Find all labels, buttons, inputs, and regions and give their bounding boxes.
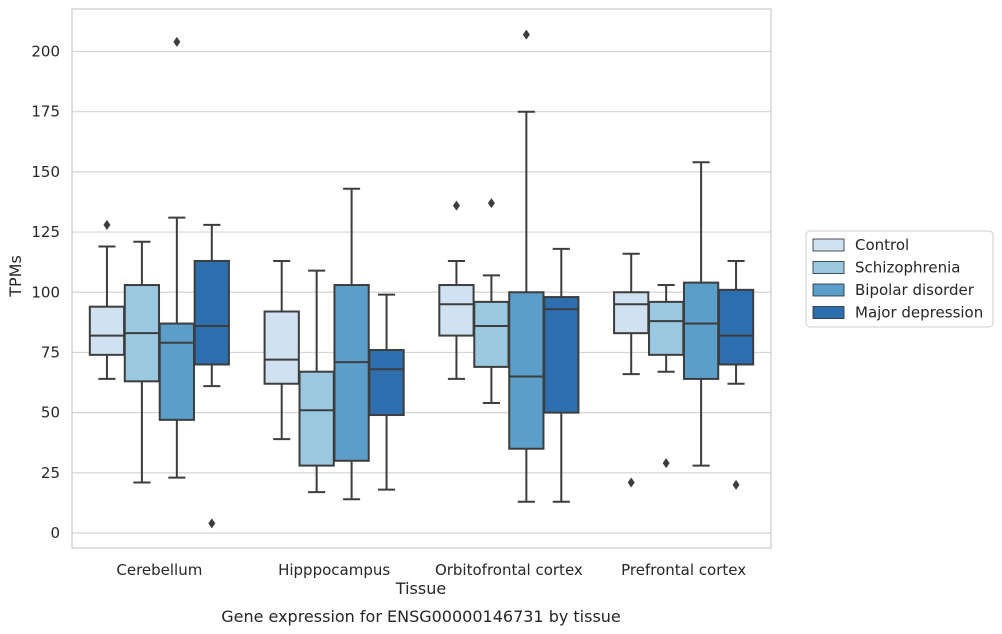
y-tick-label: 125 bbox=[31, 223, 60, 241]
y-tick-label: 150 bbox=[31, 163, 60, 181]
x-tick-label: Orbitofrontal cortex bbox=[435, 561, 583, 579]
iqr-box bbox=[263, 310, 300, 385]
outlier-point bbox=[103, 219, 111, 230]
legend-frame bbox=[805, 230, 994, 328]
outlier-point bbox=[627, 477, 635, 488]
y-tick-label: 100 bbox=[31, 283, 60, 301]
x-tick-label: Prefrontal cortex bbox=[621, 561, 746, 579]
box-schizophrenia bbox=[298, 269, 335, 494]
y-tick-label: 75 bbox=[41, 343, 60, 361]
box-control bbox=[88, 219, 126, 380]
iqr-box bbox=[298, 370, 335, 467]
y-tick-labels: 0 25 50 75 100 125 150 175 200 bbox=[31, 43, 60, 543]
iqr-box bbox=[158, 322, 195, 421]
iqr-box bbox=[473, 300, 510, 368]
box-schizophrenia bbox=[123, 240, 161, 484]
legend: Control Schizophrenia Bipolar disorder Majo… bbox=[805, 230, 994, 328]
legend-label: Control bbox=[855, 236, 909, 254]
outlier-point bbox=[173, 36, 181, 47]
x-tick-labels: Cerebellum Hipppocampus Orbitofrontal cort… bbox=[116, 561, 746, 579]
x-tick-label: Hipppocampus bbox=[278, 561, 390, 579]
boxes bbox=[88, 29, 755, 529]
iqr-box bbox=[438, 284, 475, 337]
x-tick-label: Cerebellum bbox=[116, 561, 202, 579]
y-tick-label: 0 bbox=[50, 524, 60, 542]
iqr-box bbox=[368, 349, 405, 417]
box-major-depression bbox=[717, 259, 755, 490]
box-major-depression bbox=[193, 223, 230, 529]
chart-caption: Gene expression for ENSG00000146731 by t… bbox=[221, 607, 621, 626]
y-axis-label: TPMs bbox=[6, 255, 25, 298]
legend-swatch bbox=[812, 238, 845, 252]
box-control bbox=[263, 259, 300, 441]
iqr-box bbox=[717, 288, 755, 366]
y-tick-label: 50 bbox=[41, 404, 60, 422]
box-control bbox=[438, 200, 475, 380]
legend-label: Major depression bbox=[855, 304, 983, 322]
box-major-depression bbox=[368, 293, 405, 491]
outlier-point bbox=[208, 518, 216, 529]
box-control bbox=[613, 252, 650, 488]
legend-swatch bbox=[812, 306, 845, 319]
box-bipolar-disorder bbox=[158, 36, 195, 479]
y-tick-label: 200 bbox=[31, 43, 60, 61]
legend-swatch bbox=[812, 283, 845, 297]
iqr-box bbox=[508, 291, 545, 450]
outlier-point bbox=[662, 458, 670, 469]
outlier-point bbox=[487, 198, 495, 209]
iqr-box bbox=[333, 284, 370, 462]
y-tick-label: 175 bbox=[31, 103, 60, 121]
box-schizophrenia bbox=[473, 198, 510, 404]
box-bipolar-disorder bbox=[682, 161, 720, 467]
iqr-box bbox=[543, 296, 580, 414]
box-schizophrenia bbox=[648, 284, 685, 469]
iqr-box bbox=[682, 281, 720, 380]
plot-frame bbox=[71, 8, 772, 549]
iqr-box bbox=[193, 259, 230, 366]
x-axis-label: Tissue bbox=[395, 579, 446, 598]
outlier-point bbox=[732, 479, 740, 490]
iqr-box bbox=[613, 291, 650, 335]
outlier-point bbox=[452, 200, 460, 211]
box-major-depression bbox=[543, 247, 580, 503]
iqr-box bbox=[648, 300, 685, 356]
box-bipolar-disorder bbox=[333, 187, 370, 501]
legend-label: Schizophrenia bbox=[855, 259, 960, 277]
box-bipolar-disorder bbox=[508, 29, 545, 503]
legend-label: Bipolar disorder bbox=[855, 281, 975, 299]
y-tick-label: 25 bbox=[41, 464, 60, 482]
outlier-point bbox=[522, 29, 530, 40]
iqr-box bbox=[88, 305, 126, 356]
legend-swatch bbox=[812, 261, 845, 274]
